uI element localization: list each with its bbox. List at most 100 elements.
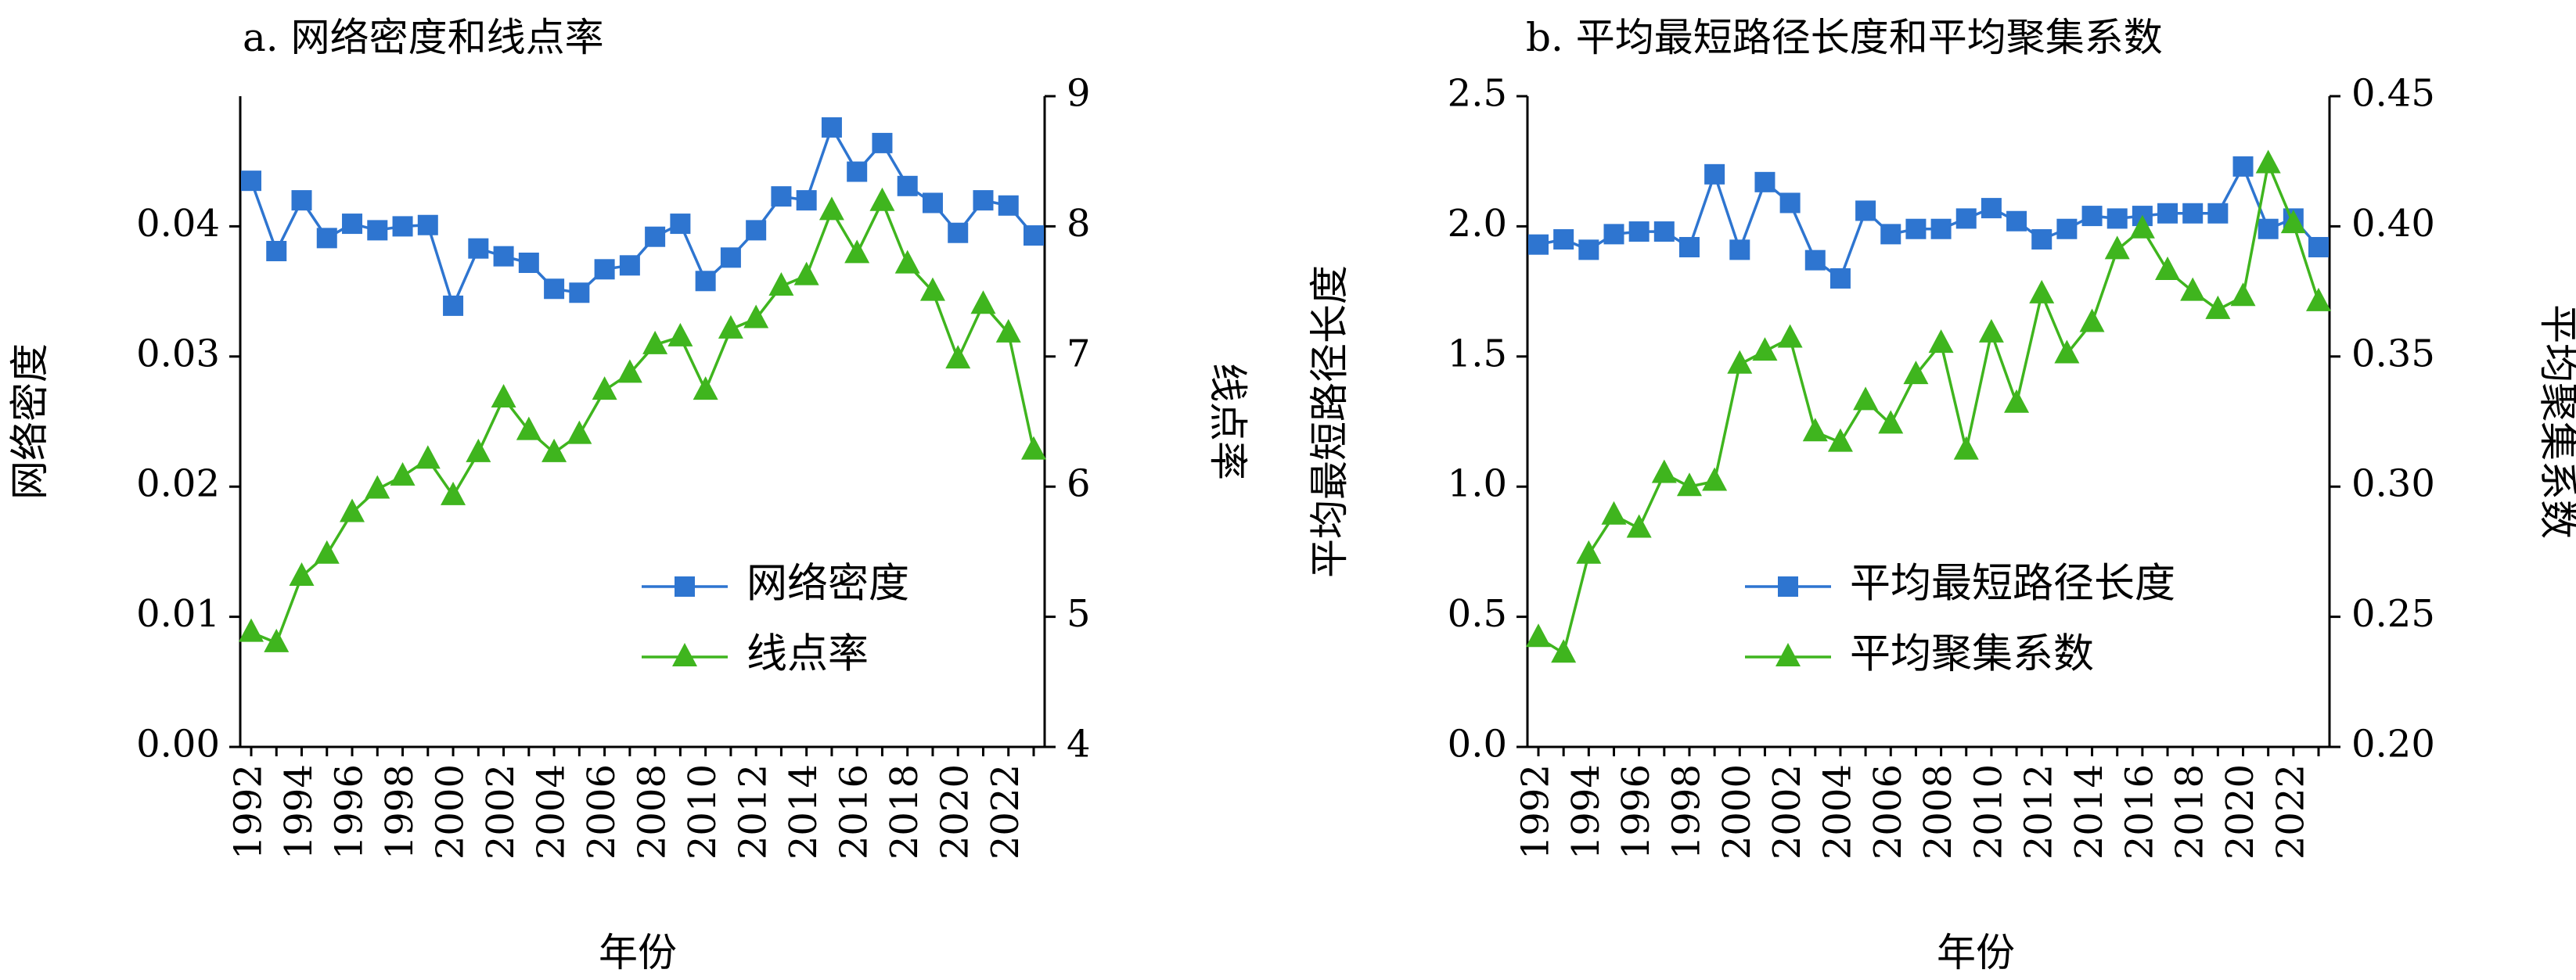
y-left-tick-label: 0.0 <box>1448 723 1507 766</box>
data-point <box>2255 149 2281 174</box>
data-point <box>695 271 716 292</box>
legend-item-1: 线点率 <box>642 631 869 678</box>
data-point <box>872 132 893 153</box>
x-tick-label: 1998 <box>378 764 422 860</box>
data-point <box>670 214 691 235</box>
data-point <box>239 618 264 642</box>
x-tick-label: 2020 <box>934 764 977 860</box>
legend-label: 网络密度 <box>747 561 909 608</box>
x-tick-label: 2002 <box>479 764 523 860</box>
y-right-tick-label: 4 <box>1067 723 1091 766</box>
data-point <box>1626 514 1652 538</box>
data-point <box>1704 163 1725 185</box>
data-point <box>743 304 769 328</box>
y-left-tick-label: 0.5 <box>1448 592 1507 636</box>
y-left-tick-label: 2.5 <box>1448 72 1507 116</box>
data-point <box>2129 214 2155 239</box>
x-tick-label: 2016 <box>833 764 876 860</box>
data-point <box>1551 639 1577 663</box>
y-right-axis-label: 平均聚集系数 <box>2535 304 2576 539</box>
data-point <box>264 628 290 652</box>
x-tick-label: 2004 <box>530 764 574 860</box>
data-point <box>2180 277 2206 301</box>
data-point <box>367 220 388 241</box>
data-point <box>1576 540 1602 564</box>
data-point <box>316 228 337 249</box>
data-point <box>998 195 1019 216</box>
x-tick-label: 2004 <box>1815 764 1859 860</box>
data-point <box>945 345 971 369</box>
data-point <box>1603 224 1624 245</box>
x-tick-label: 2000 <box>1715 764 1759 860</box>
data-point <box>771 186 792 207</box>
data-point <box>2280 210 2306 234</box>
data-point <box>2054 339 2080 364</box>
data-point <box>818 196 844 221</box>
x-tick-label: 1994 <box>1564 764 1608 860</box>
series-1 <box>1526 149 2331 663</box>
data-point <box>1802 418 1828 442</box>
x-tick-label: 1992 <box>227 764 271 860</box>
data-point <box>365 475 390 499</box>
data-point <box>241 171 261 192</box>
data-point <box>2230 282 2256 307</box>
data-point <box>617 359 642 383</box>
x-tick-label: 2012 <box>2017 764 2061 860</box>
x-tick-label: 2002 <box>1765 764 1809 860</box>
x-tick-label: 2010 <box>1966 764 2010 860</box>
axis-frame <box>1526 96 2331 748</box>
data-point <box>1978 318 2004 343</box>
data-point <box>667 322 693 346</box>
data-point <box>1752 337 1778 361</box>
data-point <box>291 190 312 211</box>
data-point <box>340 498 365 522</box>
y-left-tick-label: 1.0 <box>1448 462 1507 506</box>
x-tick-label: 2008 <box>1916 764 1960 860</box>
x-tick-label: 2022 <box>984 764 1027 860</box>
data-point <box>1829 267 1851 289</box>
data-point <box>1578 239 1599 260</box>
y-right-tick-label: 6 <box>1067 462 1091 506</box>
data-point <box>1853 386 1879 411</box>
data-point <box>844 239 870 264</box>
data-point <box>1528 234 1549 255</box>
data-point <box>2207 203 2229 224</box>
legend-marker <box>675 576 695 597</box>
data-point <box>1880 224 1901 245</box>
data-point <box>1878 410 1904 434</box>
data-point <box>544 278 565 300</box>
data-point <box>592 376 617 400</box>
data-point <box>594 259 615 280</box>
data-point <box>1930 218 1952 239</box>
legend-marker <box>1778 576 1798 597</box>
data-point <box>948 222 969 243</box>
chart-title: a. 网络密度和线点率 <box>243 15 604 60</box>
x-tick-label: 2010 <box>681 764 725 860</box>
legend-marker <box>1775 643 1801 666</box>
x-axis-label: 年份 <box>599 930 677 975</box>
data-point <box>973 190 994 211</box>
data-point <box>1601 501 1627 525</box>
y-right-tick-label: 7 <box>1067 332 1091 375</box>
x-tick-label: 2014 <box>2067 764 2111 860</box>
data-point <box>289 562 315 587</box>
data-point <box>1526 623 1551 648</box>
y-right-tick-label: 0.20 <box>2351 723 2435 766</box>
data-point <box>493 246 514 267</box>
x-tick-label: 1992 <box>1514 764 1558 860</box>
data-point <box>995 318 1021 343</box>
data-point <box>466 438 491 462</box>
x-tick-label: 2006 <box>1866 764 1910 860</box>
data-point <box>1953 436 1979 460</box>
data-point <box>266 241 287 262</box>
series-1 <box>239 187 1046 652</box>
x-tick-label: 2006 <box>580 764 624 860</box>
data-point <box>1804 249 1826 271</box>
legend-label: 平均聚集系数 <box>1850 631 2094 678</box>
x-tick-label: 2018 <box>2168 764 2212 860</box>
legend-item-0: 网络密度 <box>642 561 909 608</box>
data-point <box>1754 171 1775 192</box>
y-left-tick-label: 0.03 <box>136 332 220 375</box>
data-point <box>1021 436 1046 460</box>
y-left-tick-label: 0.02 <box>136 462 220 506</box>
